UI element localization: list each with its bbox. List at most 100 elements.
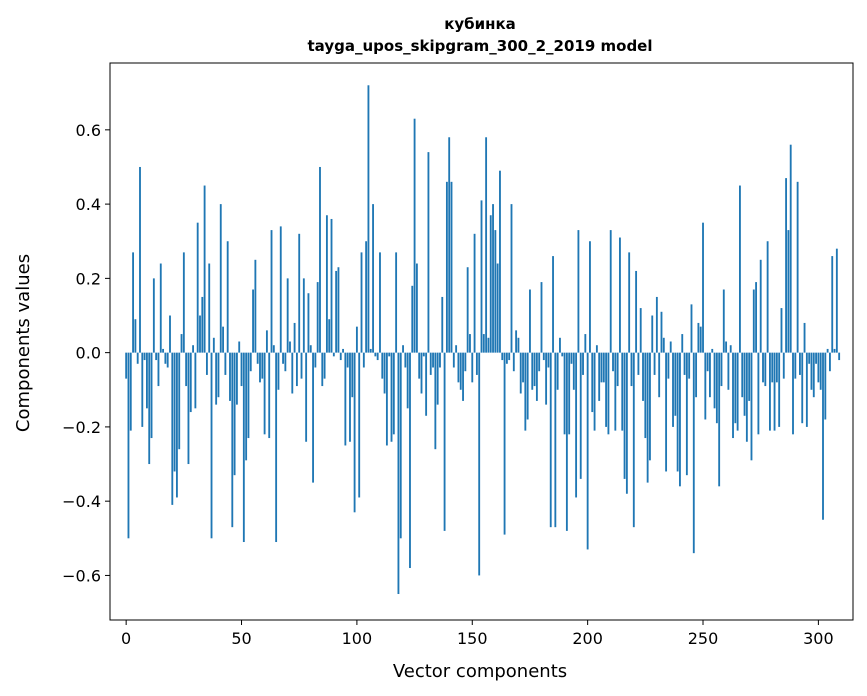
bar xyxy=(619,237,621,353)
bar xyxy=(674,352,677,416)
bar xyxy=(766,241,769,353)
y-tick-label: 0.2 xyxy=(76,269,101,288)
bar xyxy=(697,322,700,353)
bar xyxy=(159,263,162,353)
bar xyxy=(404,352,407,368)
bar xyxy=(330,218,333,353)
bar xyxy=(688,352,691,379)
bar xyxy=(711,348,714,353)
bar xyxy=(139,166,141,353)
bar xyxy=(319,166,321,353)
bar xyxy=(833,348,836,353)
bar xyxy=(752,289,755,353)
bar xyxy=(155,352,158,361)
bar xyxy=(180,334,183,353)
bar xyxy=(565,352,568,531)
bar xyxy=(757,352,760,435)
bar xyxy=(510,204,513,353)
bar xyxy=(399,352,402,539)
chart-subtitle: tayga_upos_skipgram_300_2_2019 model xyxy=(308,37,653,55)
bar xyxy=(729,345,732,353)
bar xyxy=(499,170,501,353)
bar xyxy=(547,352,550,368)
y-tick-label: 0.4 xyxy=(76,195,101,214)
bar xyxy=(256,352,259,364)
bar xyxy=(432,352,434,368)
bar xyxy=(162,348,164,353)
bar xyxy=(295,352,298,387)
bar xyxy=(422,352,425,357)
bar xyxy=(591,352,594,413)
bar xyxy=(146,352,148,409)
bar xyxy=(187,352,190,465)
bar xyxy=(452,352,455,368)
bar xyxy=(803,322,806,353)
bar xyxy=(312,352,314,483)
bar xyxy=(397,352,400,595)
bar xyxy=(625,352,628,494)
bar xyxy=(630,352,633,387)
bar xyxy=(286,278,289,353)
bar xyxy=(501,352,504,361)
bar xyxy=(392,352,395,435)
x-tick-label: 150 xyxy=(457,629,488,648)
bar xyxy=(247,352,250,439)
bar xyxy=(819,352,822,390)
bar xyxy=(395,252,398,353)
x-tick-label: 300 xyxy=(803,629,834,648)
bar xyxy=(559,337,561,353)
y-tick-label: 0.6 xyxy=(76,121,101,140)
bar xyxy=(789,144,792,353)
y-axis-ticks: −0.6 −0.4 −0.2 0.0 0.2 0.4 0.6 xyxy=(62,121,110,585)
bar xyxy=(420,352,423,394)
bar xyxy=(358,352,361,498)
bar xyxy=(210,352,213,539)
bar xyxy=(323,352,326,379)
bar xyxy=(683,352,686,375)
bar xyxy=(222,326,224,353)
bar xyxy=(182,252,185,353)
bar xyxy=(748,352,751,401)
bar xyxy=(762,352,764,383)
bar xyxy=(192,345,194,353)
bar xyxy=(409,352,411,569)
x-tick-label: 0 xyxy=(121,629,131,648)
bar xyxy=(727,352,730,390)
bar xyxy=(482,334,485,353)
chart-title: кубинка xyxy=(444,15,516,33)
bar xyxy=(796,181,799,353)
bar xyxy=(238,341,241,353)
bar xyxy=(196,222,199,353)
bar xyxy=(718,352,721,487)
bar xyxy=(600,352,603,383)
bar xyxy=(268,352,271,439)
bar xyxy=(702,222,704,353)
bar xyxy=(496,263,499,353)
bar xyxy=(655,296,658,353)
bar xyxy=(374,352,377,357)
x-axis-label: Vector components xyxy=(393,661,567,682)
bar xyxy=(739,185,741,353)
bar xyxy=(316,282,319,353)
bar xyxy=(425,352,428,416)
bar-series xyxy=(125,85,841,595)
bar xyxy=(402,345,404,353)
bar xyxy=(309,345,312,353)
bar xyxy=(741,352,744,398)
bar xyxy=(824,352,827,420)
bar xyxy=(457,352,460,383)
bar xyxy=(582,352,584,375)
bar xyxy=(314,352,317,368)
y-tick-label: −0.2 xyxy=(62,418,101,437)
bar xyxy=(492,204,494,353)
bar xyxy=(632,352,635,528)
x-axis-ticks: 0 50 100 150 200 250 300 xyxy=(121,620,834,648)
bar xyxy=(132,252,134,353)
bar xyxy=(480,200,483,353)
bar xyxy=(561,352,564,357)
bar xyxy=(289,341,291,353)
bar xyxy=(637,352,640,375)
bar xyxy=(284,352,287,372)
